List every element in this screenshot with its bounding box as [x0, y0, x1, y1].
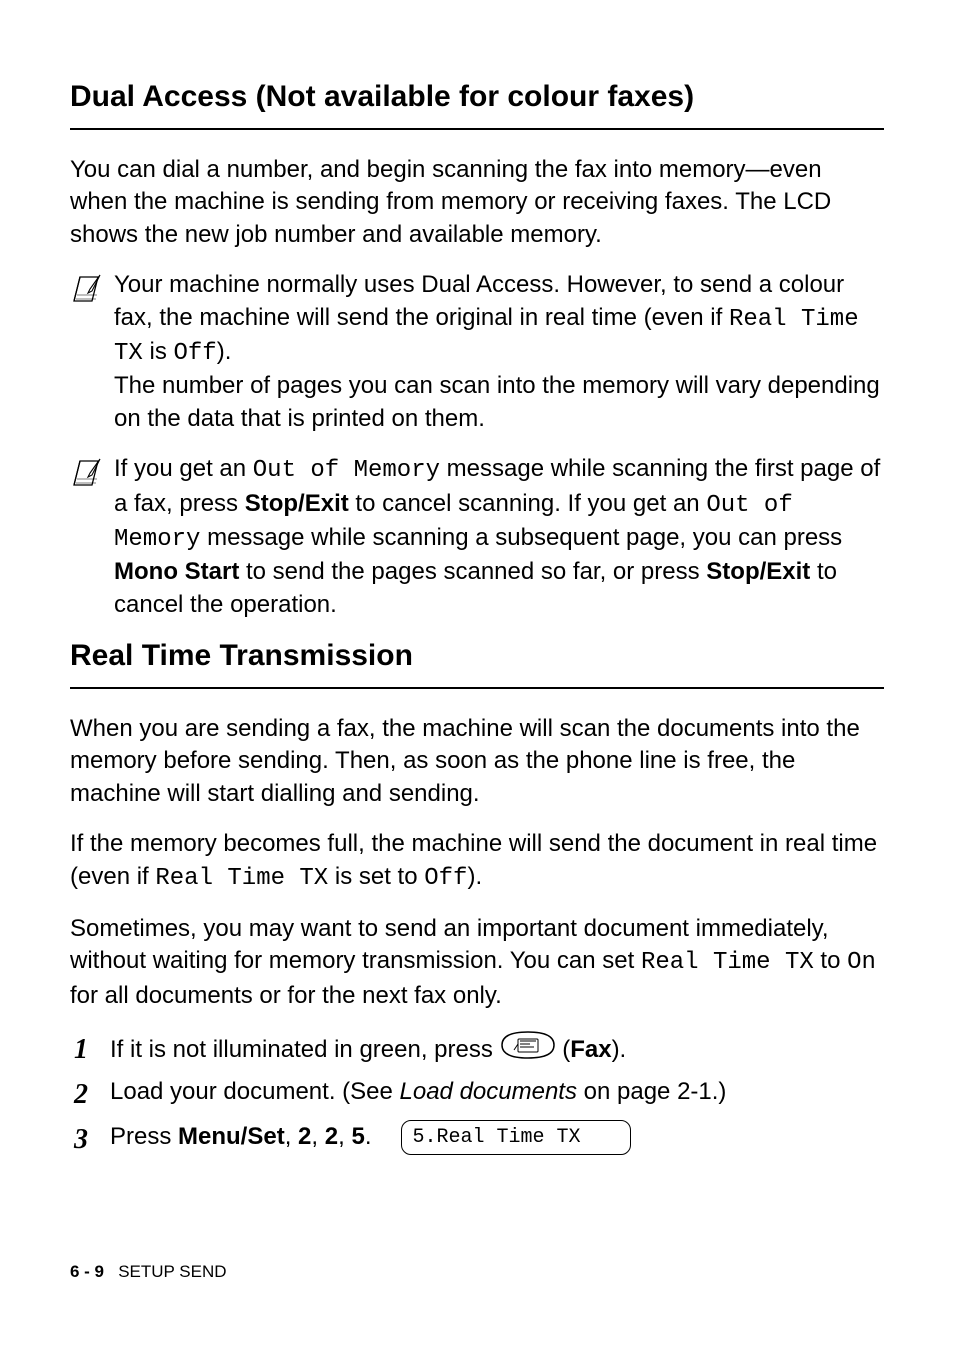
s2c: on page 2-1.)	[577, 1078, 726, 1105]
s1c: Fax	[570, 1036, 611, 1063]
step-number: 1	[70, 1030, 110, 1071]
s1a: If it is not illuminated in green, press	[110, 1036, 500, 1063]
step-number: 2	[70, 1075, 110, 1116]
steps-list: 1 If it is not illuminated in green, pre…	[70, 1030, 884, 1160]
s3i: .	[365, 1123, 372, 1150]
p2-mono2: Off	[424, 865, 467, 892]
para-dual-access-intro: You can dial a number, and begin scannin…	[70, 154, 884, 251]
note2-b3: Stop/Exit	[706, 558, 810, 585]
s2b: Load documents	[400, 1078, 577, 1105]
s3g: ,	[338, 1123, 351, 1150]
note1-mono2: Off	[173, 340, 216, 367]
p3-t2: to	[814, 947, 847, 974]
page-footer: 6 - 9 SETUP SEND	[70, 1262, 227, 1282]
note2-t5: to send the pages scanned so far, or pre…	[239, 558, 706, 585]
note-block-1: Your machine normally uses Dual Access. …	[70, 269, 884, 435]
step-3: 3 Press Menu/Set, 2, 2, 5. 5.Real Time T…	[70, 1120, 884, 1161]
note2-b1: Stop/Exit	[245, 490, 349, 517]
note2-mono1: Out of Memory	[253, 457, 440, 484]
note1-t4: The number of pages you can scan into th…	[114, 372, 880, 431]
p2-t2: is set to	[328, 863, 424, 890]
note2-t3: to cancel scanning. If you get an	[349, 490, 707, 517]
note-text-1: Your machine normally uses Dual Access. …	[114, 269, 884, 435]
step-body: If it is not illuminated in green, press…	[110, 1030, 884, 1071]
s3c: ,	[285, 1123, 298, 1150]
p3-t3: for all documents or for the next fax on…	[70, 982, 502, 1009]
s3f: 2	[325, 1123, 338, 1150]
s3a: Press	[110, 1123, 178, 1150]
heading-real-time-tx: Real Time Transmission	[70, 639, 884, 689]
footer-title: SETUP SEND	[118, 1262, 226, 1281]
note2-b2: Mono Start	[114, 558, 239, 585]
s3d: 2	[298, 1123, 311, 1150]
p3-mono1: Real Time TX	[641, 949, 814, 976]
para-rtt-3: Sometimes, you may want to send an impor…	[70, 913, 884, 1012]
step-2: 2 Load your document. (See Load document…	[70, 1075, 884, 1116]
step-body: Press Menu/Set, 2, 2, 5. 5.Real Time TX	[110, 1120, 884, 1155]
note1-t2: is	[143, 338, 174, 365]
note-icon	[70, 453, 114, 621]
s3b: Menu/Set	[178, 1123, 285, 1150]
para-rtt-2: If the memory becomes full, the machine …	[70, 828, 884, 895]
note1-t3: ).	[217, 338, 232, 365]
p3-mono2: On	[847, 949, 876, 976]
fax-key-icon	[500, 1030, 556, 1071]
para-rtt-1: When you are sending a fax, the machine …	[70, 713, 884, 810]
note2-t1: If you get an	[114, 455, 253, 482]
note-icon	[70, 269, 114, 435]
footer-page-number: 6 - 9	[70, 1262, 104, 1281]
s1d: ).	[612, 1036, 627, 1063]
s3e: ,	[311, 1123, 324, 1150]
p2-mono1: Real Time TX	[155, 865, 328, 892]
step-number: 3	[70, 1120, 110, 1161]
note-block-2: If you get an Out of Memory message whil…	[70, 453, 884, 621]
s1b: (	[562, 1036, 570, 1063]
heading-dual-access: Dual Access (Not available for colour fa…	[70, 80, 884, 130]
step-1: 1 If it is not illuminated in green, pre…	[70, 1030, 884, 1071]
note-text-2: If you get an Out of Memory message whil…	[114, 453, 884, 621]
step-body: Load your document. (See Load documents …	[110, 1075, 884, 1110]
lcd-display: 5.Real Time TX	[401, 1120, 631, 1155]
s3h: 5	[351, 1123, 364, 1150]
note2-t4: message while scanning a subsequent page…	[200, 524, 842, 551]
s2a: Load your document. (See	[110, 1078, 400, 1105]
p2-t3: ).	[467, 863, 482, 890]
